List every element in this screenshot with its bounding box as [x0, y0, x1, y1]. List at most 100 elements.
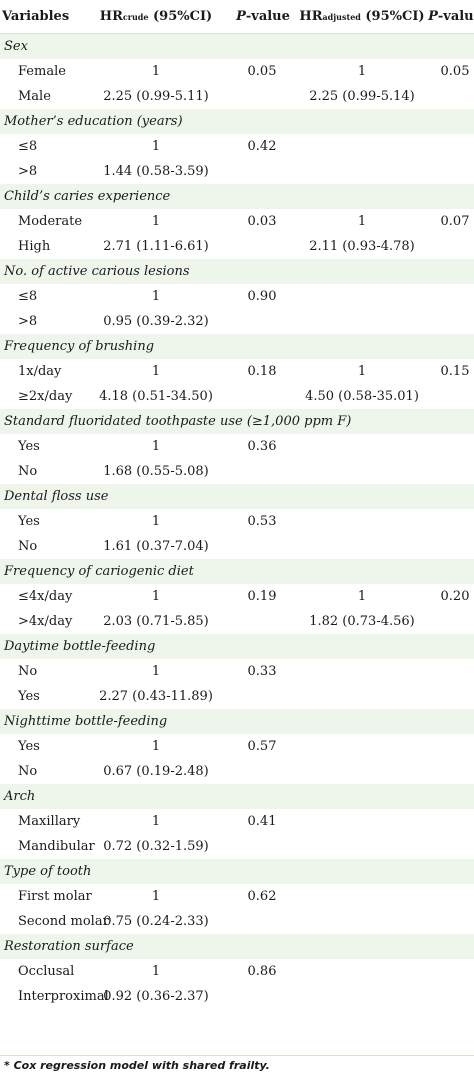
- p-value-adjusted-cell: [436, 234, 474, 259]
- hr-adjusted-cell: [284, 284, 440, 309]
- header-variables: Variables: [2, 9, 70, 24]
- hr-adjusted-cell: [284, 909, 440, 934]
- hr-adjusted-cell: [284, 534, 440, 559]
- p-value-adjusted-cell: 0.20: [440, 589, 470, 604]
- table-row: Interproximal 0.92 (0.36-2.37): [0, 984, 474, 1009]
- group-label: Standard fluoridated toothpaste use (≥1,…: [4, 414, 352, 429]
- table-row: ≤8 1 0.42: [0, 134, 474, 159]
- table-row: >4x/day 2.03 (0.71-5.85) 1.82 (0.73-4.56): [0, 609, 474, 634]
- footnote-rule: [0, 1055, 474, 1056]
- p-value-adjusted-cell: 0.05: [440, 64, 470, 79]
- p-value-cell: 0.18: [247, 364, 277, 379]
- hr-adjusted-cell: 1: [357, 64, 367, 79]
- group-label: Sex: [4, 39, 28, 54]
- hr-crude-cell: 1: [151, 514, 161, 529]
- hr-crude-cell: 2.27 (0.43-11.89): [99, 689, 213, 704]
- level-cell: 1x/day: [18, 364, 62, 379]
- p-value-cell: 0.86: [247, 964, 277, 979]
- hr-adjusted-cell: [284, 309, 440, 334]
- p-value-adjusted-cell: [436, 84, 474, 109]
- p-value-cell: [240, 684, 284, 709]
- group-row: Frequency of cariogenic diet: [0, 559, 474, 584]
- hr-adjusted-cell: 4.50 (0.58-35.01): [305, 389, 419, 404]
- p-value-adjusted-cell: [436, 984, 474, 1009]
- header-hr-adj-sub: adjusted: [322, 11, 361, 22]
- level-cell: ≤4x/day: [18, 589, 73, 604]
- table-row: ≤4x/day 1 0.19 1 0.20: [0, 584, 474, 609]
- table-row: Occlusal 1 0.86: [0, 959, 474, 984]
- level-cell: High: [18, 239, 51, 254]
- group-row: Sex: [0, 34, 474, 59]
- hr-adjusted-cell: [284, 459, 440, 484]
- hr-crude-cell: 1: [151, 364, 161, 379]
- level-cell: ≤8: [18, 139, 38, 154]
- group-row: No. of active carious lesions: [0, 259, 474, 284]
- hr-crude-cell: 0.95 (0.39-2.32): [103, 314, 209, 329]
- level-cell: Male: [18, 89, 51, 104]
- table-row: Female 1 0.05 1 0.05: [0, 59, 474, 84]
- level-cell: Maxillary: [18, 814, 81, 829]
- hr-crude-cell: 0.92 (0.36-2.37): [103, 989, 209, 1004]
- table-row: First molar 1 0.62: [0, 884, 474, 909]
- hr-crude-cell: 1: [151, 814, 161, 829]
- p-value-adjusted-cell: [436, 534, 474, 559]
- level-cell: Yes: [18, 689, 40, 704]
- level-cell: ≤8: [18, 289, 38, 304]
- table-row: High 2.71 (1.11-6.61) 2.11 (0.93-4.78): [0, 234, 474, 259]
- table-row: ≤8 1 0.90: [0, 284, 474, 309]
- p-value-cell: [240, 384, 284, 409]
- group-row: Type of tooth: [0, 859, 474, 884]
- level-cell: Yes: [18, 514, 40, 529]
- level-cell: No: [18, 539, 38, 554]
- p-value-adjusted-cell: [436, 759, 474, 784]
- table-row: No 1 0.33: [0, 659, 474, 684]
- level-cell: >8: [18, 314, 38, 329]
- p-value-cell: 0.62: [247, 889, 277, 904]
- p-value-cell: [240, 609, 284, 634]
- p-value-adjusted-cell: [436, 834, 474, 859]
- table-row: >8 1.44 (0.58-3.59): [0, 159, 474, 184]
- header-p-italic: P: [236, 9, 246, 24]
- hr-crude-cell: 1: [151, 589, 161, 604]
- table-row: >8 0.95 (0.39-2.32): [0, 309, 474, 334]
- p-value-cell: 0.57: [247, 739, 277, 754]
- p-value-adjusted-cell: [436, 959, 474, 984]
- p-value-adjusted-cell: 0.15: [440, 364, 470, 379]
- group-row: Frequency of brushing: [0, 334, 474, 359]
- group-label: Child’s caries experience: [4, 189, 171, 204]
- hr-crude-cell: 1: [151, 964, 161, 979]
- table-row: Maxillary 1 0.41: [0, 809, 474, 834]
- header-hr-crude-main: HR: [99, 9, 123, 24]
- table-row: Second molar 0.75 (0.24-2.33): [0, 909, 474, 934]
- table-row: Yes 1 0.57: [0, 734, 474, 759]
- p-value-adjusted-cell: [436, 734, 474, 759]
- hr-crude-cell: 1: [151, 289, 161, 304]
- hr-crude-cell: 1: [151, 739, 161, 754]
- level-cell: ≥2x/day: [18, 389, 73, 404]
- p-value-adjusted-cell: [436, 134, 474, 159]
- group-label: Arch: [4, 789, 36, 804]
- p-value-cell: [240, 909, 284, 934]
- level-cell: Mandibular: [18, 839, 95, 854]
- table-row: Yes 1 0.36: [0, 434, 474, 459]
- footnote: * Cox regression model with shared frail…: [4, 1059, 270, 1072]
- hr-crude-cell: 1: [151, 139, 161, 154]
- hr-crude-cell: 1.44 (0.58-3.59): [103, 164, 209, 179]
- table-row: Yes 1 0.53: [0, 509, 474, 534]
- hr-crude-cell: 1: [151, 64, 161, 79]
- table-row: Moderate 1 0.03 1 0.07: [0, 209, 474, 234]
- level-cell: No: [18, 764, 38, 779]
- group-row: Restoration surface: [0, 934, 474, 959]
- p-value-adjusted-cell: [436, 659, 474, 684]
- p-value-adjusted-cell: [436, 809, 474, 834]
- header-hr-crude-ci: (95%CI): [153, 9, 213, 24]
- group-label: Nighttime bottle-feeding: [4, 714, 168, 729]
- p-value-cell: 0.41: [247, 814, 277, 829]
- level-cell: >8: [18, 164, 38, 179]
- p-value-adjusted-cell: [436, 159, 474, 184]
- hr-adjusted-cell: [284, 134, 440, 159]
- table-header: Variables HR crude (95%CI) P -value HR adju…: [0, 0, 474, 34]
- p-value-adjusted-cell: [436, 609, 474, 634]
- table-row: ≥2x/day 4.18 (0.51-34.50) 4.50 (0.58-35.01…: [0, 384, 474, 409]
- hr-crude-cell: 1: [151, 664, 161, 679]
